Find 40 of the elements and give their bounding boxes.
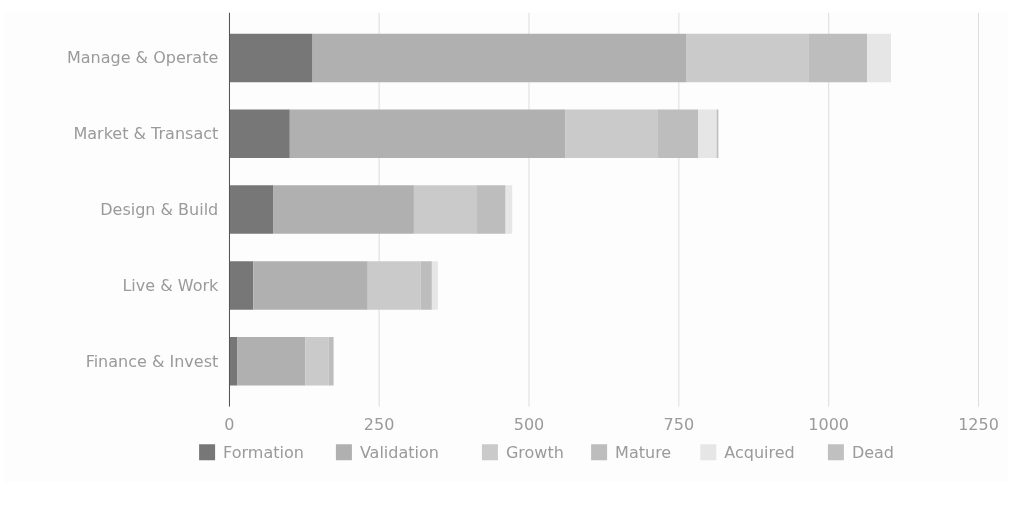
bar <box>229 33 313 83</box>
bar <box>237 336 306 386</box>
y-tick-label: Live & Work <box>122 275 220 295</box>
x-tick-label: 1000 <box>808 414 850 434</box>
x-tick-label: 1250 <box>958 414 999 434</box>
bar <box>565 109 658 159</box>
legend-label: Mature <box>615 442 672 462</box>
legend-label: Validation <box>359 442 439 462</box>
bar <box>312 33 687 83</box>
legend-label: Formation <box>223 442 304 462</box>
legend-label: Growth <box>505 442 564 462</box>
bar <box>253 261 368 310</box>
bar <box>413 185 477 234</box>
bar <box>808 33 868 83</box>
bar <box>367 261 421 310</box>
bar <box>867 33 892 83</box>
bar <box>476 185 506 234</box>
bar <box>431 261 438 310</box>
legend-label: Dead <box>851 442 895 462</box>
y-tick-label: Finance & Invest <box>85 351 219 371</box>
bar <box>229 261 254 310</box>
x-tick-label: 500 <box>513 414 545 434</box>
bar <box>420 261 432 310</box>
y-tick-label: Market & Transact <box>73 124 219 144</box>
bar <box>229 185 274 234</box>
bar <box>273 185 414 234</box>
bar <box>305 336 329 386</box>
y-tick-label: Manage & Operate <box>66 48 219 68</box>
bar <box>229 109 290 159</box>
x-tick-label: 250 <box>363 414 395 434</box>
bar <box>328 336 334 386</box>
bar <box>657 109 699 159</box>
bar <box>698 109 717 159</box>
bar <box>686 33 809 83</box>
bar <box>505 185 513 234</box>
x-tick-label: 750 <box>663 414 695 434</box>
legend-label: Acquired <box>724 442 795 462</box>
y-tick-label: Design & Build <box>100 200 219 220</box>
bar <box>289 109 566 159</box>
x-tick-label: 0 <box>224 414 235 434</box>
